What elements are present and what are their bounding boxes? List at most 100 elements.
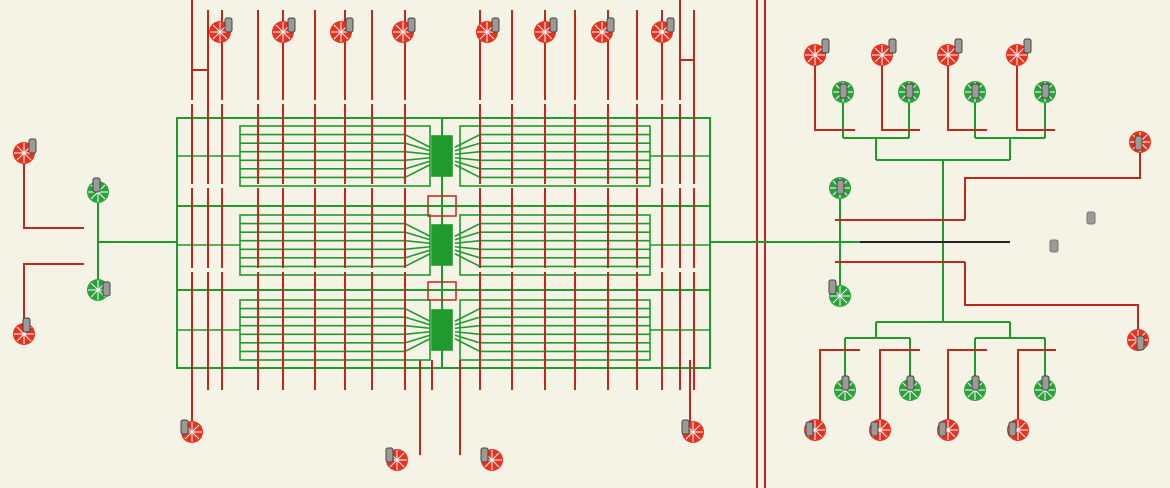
- port-spoke: [23, 152, 32, 161]
- port-red: [1006, 38, 1032, 66]
- port-pin: [836, 179, 845, 195]
- port-spoke: [881, 54, 890, 63]
- port-spoke: [389, 459, 398, 468]
- port-spoke: [874, 54, 883, 63]
- port-green: [829, 177, 851, 199]
- port-green: [87, 279, 111, 301]
- port-red: [591, 17, 615, 43]
- port-green: [832, 81, 854, 103]
- port-spoke: [879, 429, 888, 438]
- fan-channel: [454, 338, 481, 353]
- reaction-block: [177, 214, 710, 276]
- port-spoke: [832, 295, 841, 304]
- port-pin: [28, 138, 37, 154]
- fan-channel: [404, 253, 431, 268]
- port-pin: [938, 421, 947, 437]
- port-green: [87, 177, 109, 203]
- ports-layer: [13, 17, 1151, 471]
- fan-channel: [454, 142, 481, 152]
- port-pin: [1041, 83, 1050, 99]
- port-pin: [22, 317, 31, 333]
- port-spoke: [16, 152, 25, 161]
- port-spoke: [654, 31, 663, 40]
- fan-channel: [404, 307, 431, 322]
- fan-channel: [454, 150, 481, 156]
- port-pin: [1023, 38, 1032, 54]
- port-pin: [224, 17, 233, 33]
- center-valve: [427, 281, 457, 301]
- port-red: [937, 38, 963, 66]
- port-red: [869, 419, 891, 441]
- port-pin: [287, 17, 296, 33]
- fan-channel: [454, 307, 481, 322]
- port-pin: [491, 17, 500, 33]
- port-pin: [102, 281, 111, 297]
- port-pin: [92, 177, 101, 193]
- fan-channel: [454, 249, 481, 259]
- fan-channel: [454, 164, 481, 179]
- fan-channel: [404, 156, 431, 162]
- port-red: [480, 447, 503, 471]
- port-spoke: [16, 333, 25, 342]
- port-spoke: [97, 191, 106, 200]
- fan-channel: [404, 142, 431, 152]
- port-spoke: [486, 31, 495, 40]
- fan-channel: [454, 324, 481, 330]
- port-spoke: [844, 389, 853, 398]
- control-bend: [191, 0, 209, 110]
- port-red: [804, 419, 826, 441]
- port-spoke: [594, 24, 603, 33]
- port-red: [330, 17, 354, 43]
- array-control-lines: [191, 0, 695, 455]
- port-spoke: [839, 288, 848, 297]
- port-red: [804, 38, 830, 66]
- port-spoke: [1017, 422, 1026, 431]
- port-spoke: [967, 389, 976, 398]
- fan-channel: [454, 231, 481, 241]
- chip-divider: [756, 0, 766, 488]
- port-pin: [385, 447, 394, 463]
- port-red: [681, 419, 704, 443]
- port-spoke: [275, 31, 284, 40]
- port-pin: [971, 375, 980, 391]
- port-spoke: [692, 431, 701, 440]
- port-spoke: [1009, 47, 1018, 56]
- port-red: [13, 317, 35, 345]
- port-spoke: [940, 54, 949, 63]
- inlet-left-manifold: [23, 150, 99, 330]
- port-red: [1007, 419, 1029, 441]
- port-green: [964, 375, 986, 401]
- port-red: [871, 38, 897, 66]
- port-spoke: [479, 31, 488, 40]
- port-spoke: [212, 24, 221, 33]
- control-bend: [679, 0, 695, 110]
- port-spoke: [16, 145, 25, 154]
- port-spoke: [90, 289, 99, 298]
- port-spoke: [814, 422, 823, 431]
- port-spoke: [1016, 54, 1025, 63]
- right-tree-mixer: [814, 55, 1141, 425]
- fan-channel: [404, 164, 431, 179]
- port-spoke: [491, 452, 500, 461]
- fan-channel: [454, 133, 481, 148]
- port-red: [272, 17, 296, 43]
- reaction-block: [177, 125, 710, 187]
- port-pin: [805, 421, 814, 437]
- fan-channel: [404, 150, 431, 156]
- port-spoke: [947, 54, 956, 63]
- fan-channel: [454, 239, 481, 245]
- port-spoke: [340, 31, 349, 40]
- port-spoke: [23, 333, 32, 342]
- port-spoke: [1037, 389, 1046, 398]
- port-spoke: [537, 24, 546, 33]
- port-pin: [666, 17, 675, 33]
- port-spoke: [395, 24, 404, 33]
- port-spoke: [947, 47, 956, 56]
- fan-channel: [404, 160, 431, 170]
- port-spoke: [191, 424, 200, 433]
- port-spoke: [1009, 54, 1018, 63]
- array-blocks: [177, 118, 710, 368]
- port-spoke: [212, 31, 221, 40]
